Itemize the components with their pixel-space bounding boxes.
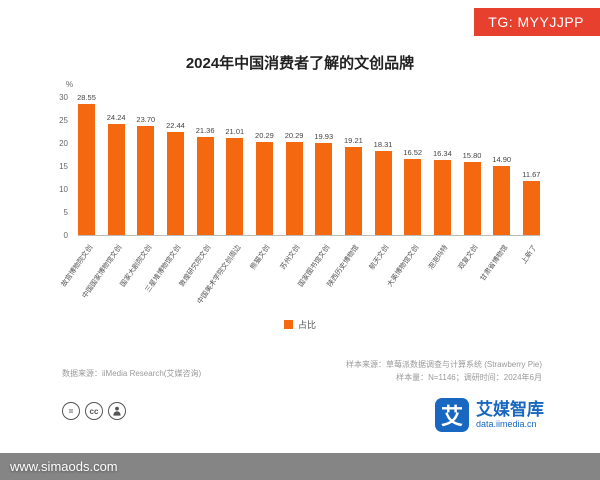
iimedia-logo-domain: data.iimedia.cn (476, 419, 537, 430)
bar (166, 131, 184, 235)
bar-slot: 23.70 (136, 98, 156, 235)
bar-slot: 21.01 (225, 98, 245, 235)
bar-value-label: 16.52 (403, 148, 423, 158)
bar (344, 146, 362, 235)
x-axis-label: 观复文创 (457, 244, 480, 272)
legend-label: 占比 (297, 320, 316, 330)
bar-value-label: 11.67 (522, 170, 541, 180)
bar-slot: 19.21 (344, 98, 363, 235)
y-axis-tick: 25 (59, 116, 68, 125)
bar (315, 143, 333, 235)
x-axis-label: 熊猫文创 (250, 244, 272, 272)
bar-slot: 15.80 (462, 98, 482, 235)
iimedia-logo-icon: 艾 (435, 398, 469, 432)
bar-value-label: 24.24 (106, 112, 126, 122)
y-axis-tick: 30 (59, 93, 68, 102)
x-axis-cell: 陕西历史博物馆 (327, 241, 362, 319)
bar-value-label: 22.44 (166, 120, 185, 130)
bar-value-label: 19.93 (314, 132, 334, 142)
y-axis-tick: 5 (63, 208, 68, 217)
y-axis-tick: 15 (59, 162, 68, 171)
bar-value-label: 21.36 (195, 125, 215, 135)
bar-slot: 14.90 (492, 98, 512, 235)
bar-value-label: 18.31 (373, 139, 393, 149)
bar (255, 141, 273, 235)
x-axis-label: 泡泡玛特 (427, 244, 450, 272)
bar (107, 123, 125, 235)
bar-slot: 28.55 (77, 93, 96, 235)
x-axis-labels: 故宫博物院文创 中国国家博物馆文创 国家大剧院文创 三星堆博物馆文创 敦煌研究院文创 中国… (60, 241, 540, 319)
x-axis-cell: 中国美术学院文创周边 (196, 241, 243, 319)
license-icons: = cc (62, 402, 126, 420)
tg-badge: TG: MYYJJPP (474, 8, 600, 36)
iimedia-logo-name: 艾媒智库 (476, 399, 544, 419)
watermark-bar: www.simaods.com (0, 453, 600, 480)
x-axis-label: 上新了 (520, 244, 539, 266)
x-axis-cell: 甘肃省博物馆 (479, 241, 510, 319)
bar-value-label: 28.55 (77, 92, 96, 102)
person-icon (108, 402, 126, 420)
bar (463, 162, 481, 235)
bar-slot: 16.34 (432, 98, 452, 235)
sample-info-line: 样本量：N=1146；调研时间：2024年6月 (396, 372, 542, 382)
bar-chart-plot: 28.55 24.24 23.70 22.44 21.36 21.01 20.29 20.29… (77, 93, 541, 236)
bar (78, 103, 95, 235)
bar-slot: 22.44 (166, 98, 185, 235)
legend-swatch-icon (283, 320, 293, 329)
bar (493, 166, 511, 235)
bar-value-label: 20.29 (255, 130, 274, 140)
bar-slot: 24.24 (106, 98, 126, 235)
bars-container: 28.55 24.24 23.70 22.44 21.36 21.01 20.29 20.29… (77, 93, 541, 235)
bar (404, 159, 422, 235)
y-axis-unit-label: % (66, 80, 74, 89)
bar-slot: 18.31 (373, 98, 393, 235)
x-axis-cell: 熊猫文创 (250, 241, 273, 319)
x-axis-label: 苏州文创 (279, 244, 302, 272)
equals-icon: = (62, 402, 80, 420)
y-axis-tick: 10 (59, 185, 68, 194)
bar-slot: 11.67 (522, 98, 541, 235)
bar-value-label: 21.01 (225, 127, 245, 137)
bar-value-label: 20.29 (284, 130, 304, 140)
legend: 占比 (0, 318, 600, 331)
x-axis-cell: 泡泡玛特 (428, 241, 451, 319)
data-source-note: 数据来源：iiMedia Research(艾媒咨询) (62, 369, 202, 378)
x-axis-label: 航天文创 (368, 244, 391, 272)
sample-source-line: 样本来源：草莓派数据调查与计算系统 (Strawberry Pie) (345, 360, 542, 369)
bar-slot: 19.93 (314, 98, 334, 235)
bar (137, 125, 155, 235)
bar-slot: 16.52 (403, 98, 423, 235)
bar-slot: 20.29 (284, 98, 304, 235)
x-axis-cell: 大英博物馆文创 (386, 241, 421, 319)
bar (226, 138, 244, 235)
bar-value-label: 14.90 (492, 155, 512, 165)
x-axis-cell: 观复文创 (458, 241, 481, 319)
x-axis-label: 甘肃省博物馆 (479, 244, 510, 283)
chart-title: 2024年中国消费者了解的文创品牌 (185, 55, 415, 72)
x-axis-cell: 上新了 (521, 241, 540, 319)
cc-icon: cc (85, 402, 103, 420)
bar (196, 136, 214, 235)
bar-value-label: 23.70 (136, 114, 156, 124)
bar-value-label: 16.34 (432, 148, 452, 158)
bar (522, 181, 540, 235)
bar-value-label: 19.21 (344, 135, 363, 145)
bar (433, 159, 451, 235)
sample-note: 样本来源：草莓派数据调查与计算系统 (Strawberry Pie) 样本量：N… (346, 359, 542, 385)
bar (285, 141, 303, 235)
iimedia-logo: 艾 艾媒智库 data.iimedia.cn (435, 398, 544, 432)
y-axis-tick: 20 (59, 139, 68, 148)
bar-slot: 20.29 (255, 98, 274, 235)
bar-value-label: 15.80 (462, 151, 482, 161)
bar (374, 150, 392, 235)
bar-slot: 21.36 (195, 98, 215, 235)
y-axis-tick: 0 (63, 231, 68, 240)
y-axis: 0 5 10 15 20 25 30 (44, 93, 72, 248)
